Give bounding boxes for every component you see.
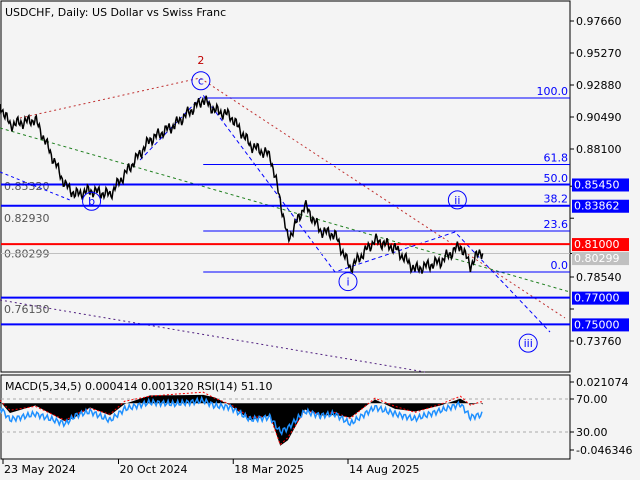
- y-tick-label: 0.92880: [576, 79, 622, 92]
- fib-level-label: 50.0: [544, 172, 569, 185]
- y-tick-label: 0.82930: [4, 212, 50, 225]
- price-label: 0.81000: [574, 238, 620, 251]
- price-label-box: [572, 291, 629, 305]
- resistance-trendline: [19, 77, 566, 319]
- indicator-pane-border: [0, 374, 571, 460]
- price-label: 0.85450: [574, 178, 620, 191]
- indicator-y-tick-label: 70.00: [576, 393, 608, 406]
- wave-label-circle: [191, 71, 211, 91]
- lower-trendline: [0, 299, 426, 373]
- price-label-box: [572, 199, 629, 213]
- y-tick-label: 0.97660: [576, 15, 622, 28]
- fib-level-label: 38.2: [544, 193, 569, 206]
- fib-level-label: 0.0: [551, 259, 569, 272]
- wave-label-ii: ii: [454, 194, 460, 207]
- fib-level-label: 100.0: [537, 85, 569, 98]
- y-tick-label: 0.73760: [576, 335, 622, 348]
- y-tick-label: 0.85320: [4, 180, 50, 193]
- y-tick-label: 0.90490: [576, 111, 622, 124]
- wave-label-circle: [447, 190, 467, 210]
- indicator-pane: 0.021074 70.00 30.00 -0.046346: [0, 376, 632, 457]
- x-tick-label: 18 Mar 2025: [234, 463, 304, 476]
- x-tick-label: 14 Aug 2025: [349, 463, 419, 476]
- support-trendline: [0, 127, 571, 293]
- y-tick-label: 0.88100: [576, 143, 622, 156]
- wave-label-b: b: [88, 195, 95, 208]
- x-tick-label: 23 May 2024: [4, 463, 76, 476]
- price-label-box: [572, 318, 629, 332]
- macd-histogram: [0, 394, 483, 446]
- x-tick-label: 20 Oct 2024: [120, 463, 188, 476]
- wave-label-2: 2: [197, 54, 204, 67]
- rsi-line: [0, 395, 483, 436]
- price-label-box: [572, 178, 629, 192]
- price-label: 0.83862: [574, 200, 620, 213]
- price-label-box: [572, 252, 629, 266]
- price-label-box: [572, 238, 629, 252]
- y-tick-label: 0.76150: [4, 303, 50, 316]
- price-label: 0.75000: [574, 318, 620, 331]
- y-tick-label: 0.95270: [576, 47, 622, 60]
- wave-label-iii: iii: [524, 337, 533, 350]
- wave-line: [0, 171, 71, 201]
- indicator-y-tick-label: -0.046346: [576, 444, 632, 457]
- price-label: 0.80299: [574, 252, 620, 265]
- wave-label-circle: [82, 191, 102, 211]
- y-tick-label: 0.80299: [4, 247, 50, 260]
- indicator-y-tick-label: 0.021074: [576, 376, 629, 389]
- fib-level-label: 61.8: [544, 152, 569, 165]
- wave-label-circle: [338, 272, 358, 292]
- main-pane: 0.97660 0.95270 0.92880 0.90490 0.88100 0.853…: [0, 15, 629, 476]
- y-tick-label: 0.78540: [576, 271, 622, 284]
- indicator-title: MACD(5,34,5) 0.000414 0.001320 RSI(14) 5…: [5, 380, 272, 393]
- chart-title: USDCHF, Daily: US Dollar vs Swiss Franc: [5, 6, 226, 19]
- wave-label-i: i: [346, 276, 349, 289]
- wave-label-c: c: [198, 75, 204, 88]
- price-series-line: [0, 95, 484, 275]
- fib-level-label: 23.6: [544, 218, 569, 231]
- price-label: 0.77000: [574, 292, 620, 305]
- indicator-y-tick-label: 30.00: [576, 426, 608, 439]
- wave-label-circle: [518, 333, 538, 353]
